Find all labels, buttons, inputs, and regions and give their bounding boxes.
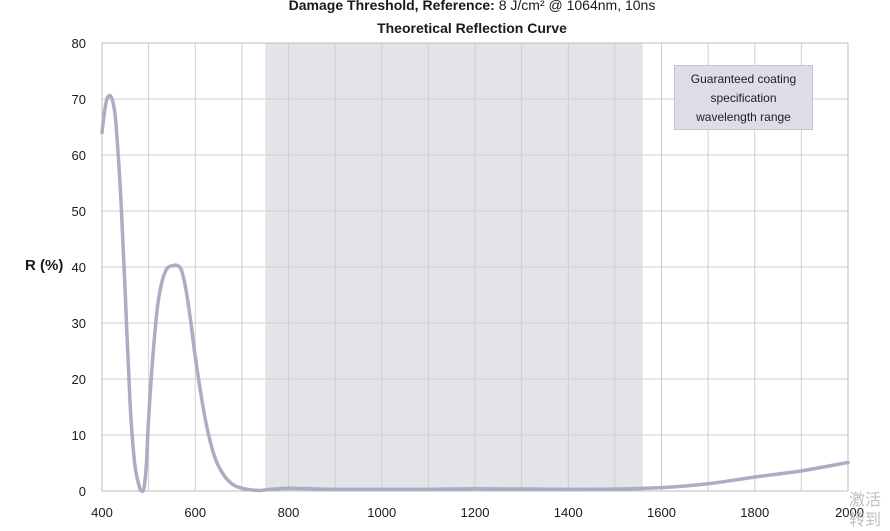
watermark: 激活 转到 [849, 491, 881, 531]
x-tick-label: 1000 [367, 505, 396, 520]
x-tick-label: 1400 [554, 505, 583, 520]
reflection-curve [100, 93, 850, 494]
y-tick-label: 20 [72, 372, 86, 387]
x-tick-label: 1800 [740, 505, 769, 520]
spec-range-note-line2: specification [710, 91, 777, 105]
plot-border [101, 42, 849, 492]
spec-range-note-line1: Guaranteed coating [690, 72, 797, 86]
y-tick-label: 50 [72, 204, 86, 219]
damage-threshold-line: Damage Threshold, Reference: 8 J/cm² @ 1… [0, 0, 890, 13]
y-tick-label: 10 [72, 428, 86, 443]
x-tick-label: 800 [278, 505, 300, 520]
watermark-line1: 激活 [849, 492, 882, 509]
y-tick-label: 60 [72, 148, 86, 163]
damage-threshold-label: Damage Threshold, Reference: [288, 0, 495, 13]
x-tick-label: 400 [91, 505, 113, 520]
y-tick-label: 70 [72, 92, 86, 107]
x-tick-label: 1200 [461, 505, 490, 520]
y-tick-label: 80 [72, 36, 86, 51]
y-tick-label: 30 [72, 316, 86, 331]
y-tick-label: 0 [79, 484, 86, 499]
watermark-line2: 转到 [849, 512, 882, 529]
x-tick-label: 2000 [835, 505, 864, 520]
x-tick-label: 600 [184, 505, 206, 520]
chart-title: Theoretical Reflection Curve [377, 20, 567, 36]
spec-range-note: Guaranteed coating specification wavelen… [674, 65, 813, 130]
spec-range-note-line3: wavelength range [696, 110, 791, 124]
x-tick-label: 1600 [647, 505, 676, 520]
y-axis-label: R (%) [25, 257, 64, 274]
damage-threshold-value: 8 J/cm² @ 1064nm, 10ns [494, 0, 656, 13]
y-tick-label: 40 [72, 260, 86, 275]
